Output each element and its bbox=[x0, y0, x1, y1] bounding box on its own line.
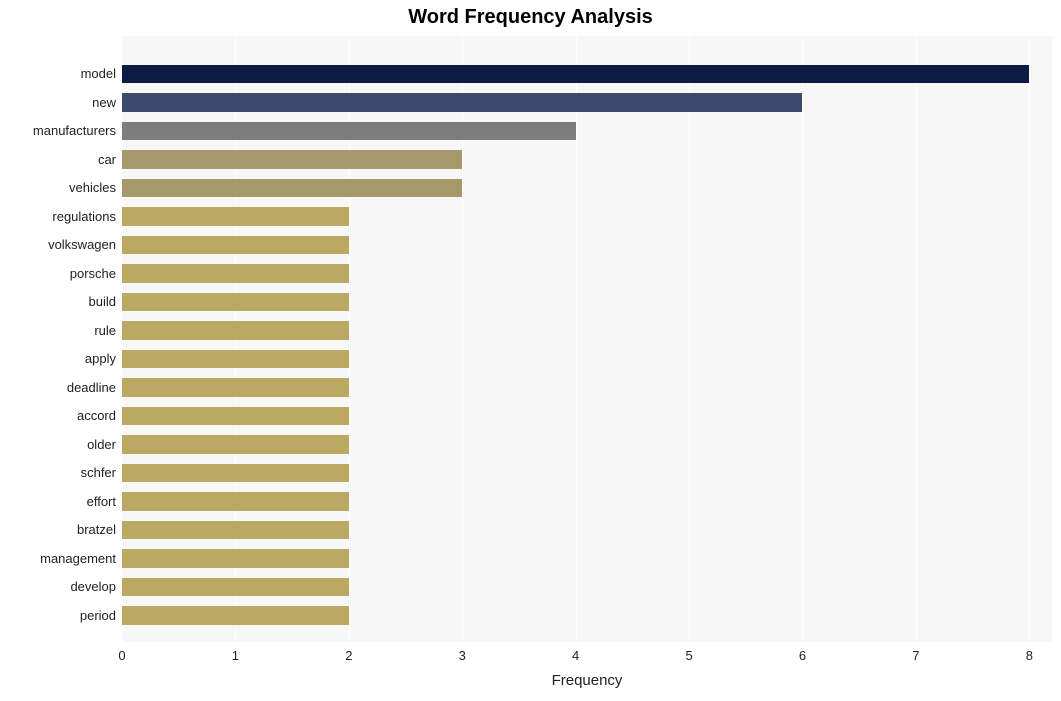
word-frequency-chart: Word Frequency Analysis Frequency 0 1 2 3 4 5… bbox=[0, 0, 1061, 701]
bar bbox=[122, 65, 1029, 83]
bar bbox=[122, 464, 349, 482]
bar bbox=[122, 236, 349, 254]
gridline bbox=[689, 36, 690, 642]
y-tick-label: effort bbox=[87, 493, 116, 511]
chart-title: Word Frequency Analysis bbox=[0, 6, 1061, 29]
bar bbox=[122, 179, 462, 197]
y-tick-label: period bbox=[80, 607, 116, 625]
bar bbox=[122, 293, 349, 311]
bar bbox=[122, 122, 576, 140]
x-axis-label: Frequency bbox=[552, 672, 623, 689]
y-tick-label: rule bbox=[94, 322, 116, 340]
bar bbox=[122, 549, 349, 567]
y-tick-label: older bbox=[87, 436, 116, 454]
x-tick-label: 3 bbox=[459, 648, 466, 663]
y-tick-label: model bbox=[81, 65, 116, 83]
y-tick-label: apply bbox=[85, 350, 116, 368]
bar bbox=[122, 521, 349, 539]
bar bbox=[122, 435, 349, 453]
y-tick-label: car bbox=[98, 151, 116, 169]
x-tick-label: 1 bbox=[232, 648, 239, 663]
y-tick-label: regulations bbox=[52, 208, 116, 226]
bar bbox=[122, 378, 349, 396]
bar bbox=[122, 350, 349, 368]
x-tick-label: 2 bbox=[345, 648, 352, 663]
x-tick-label: 8 bbox=[1026, 648, 1033, 663]
bar bbox=[122, 321, 349, 339]
gridline bbox=[916, 36, 917, 642]
gridline bbox=[802, 36, 803, 642]
x-tick-label: 5 bbox=[685, 648, 692, 663]
y-tick-label: volkswagen bbox=[48, 236, 116, 254]
y-tick-label: new bbox=[92, 94, 116, 112]
x-tick-label: 7 bbox=[912, 648, 919, 663]
gridline bbox=[1029, 36, 1030, 642]
bar bbox=[122, 578, 349, 596]
y-tick-label: vehicles bbox=[69, 179, 116, 197]
bar bbox=[122, 93, 802, 111]
y-tick-label: porsche bbox=[70, 265, 116, 283]
y-tick-label: bratzel bbox=[77, 521, 116, 539]
y-tick-label: accord bbox=[77, 407, 116, 425]
bar bbox=[122, 207, 349, 225]
y-tick-label: develop bbox=[70, 578, 116, 596]
y-tick-label: schfer bbox=[81, 464, 116, 482]
bar bbox=[122, 492, 349, 510]
bar bbox=[122, 150, 462, 168]
bar bbox=[122, 264, 349, 282]
y-tick-label: deadline bbox=[67, 379, 116, 397]
plot-area bbox=[122, 36, 1052, 642]
x-tick-label: 0 bbox=[118, 648, 125, 663]
y-tick-label: management bbox=[40, 550, 116, 568]
bar bbox=[122, 606, 349, 624]
bar bbox=[122, 407, 349, 425]
gridline bbox=[576, 36, 577, 642]
y-tick-label: manufacturers bbox=[33, 122, 116, 140]
x-tick-label: 6 bbox=[799, 648, 806, 663]
x-tick-label: 4 bbox=[572, 648, 579, 663]
y-tick-label: build bbox=[89, 293, 116, 311]
